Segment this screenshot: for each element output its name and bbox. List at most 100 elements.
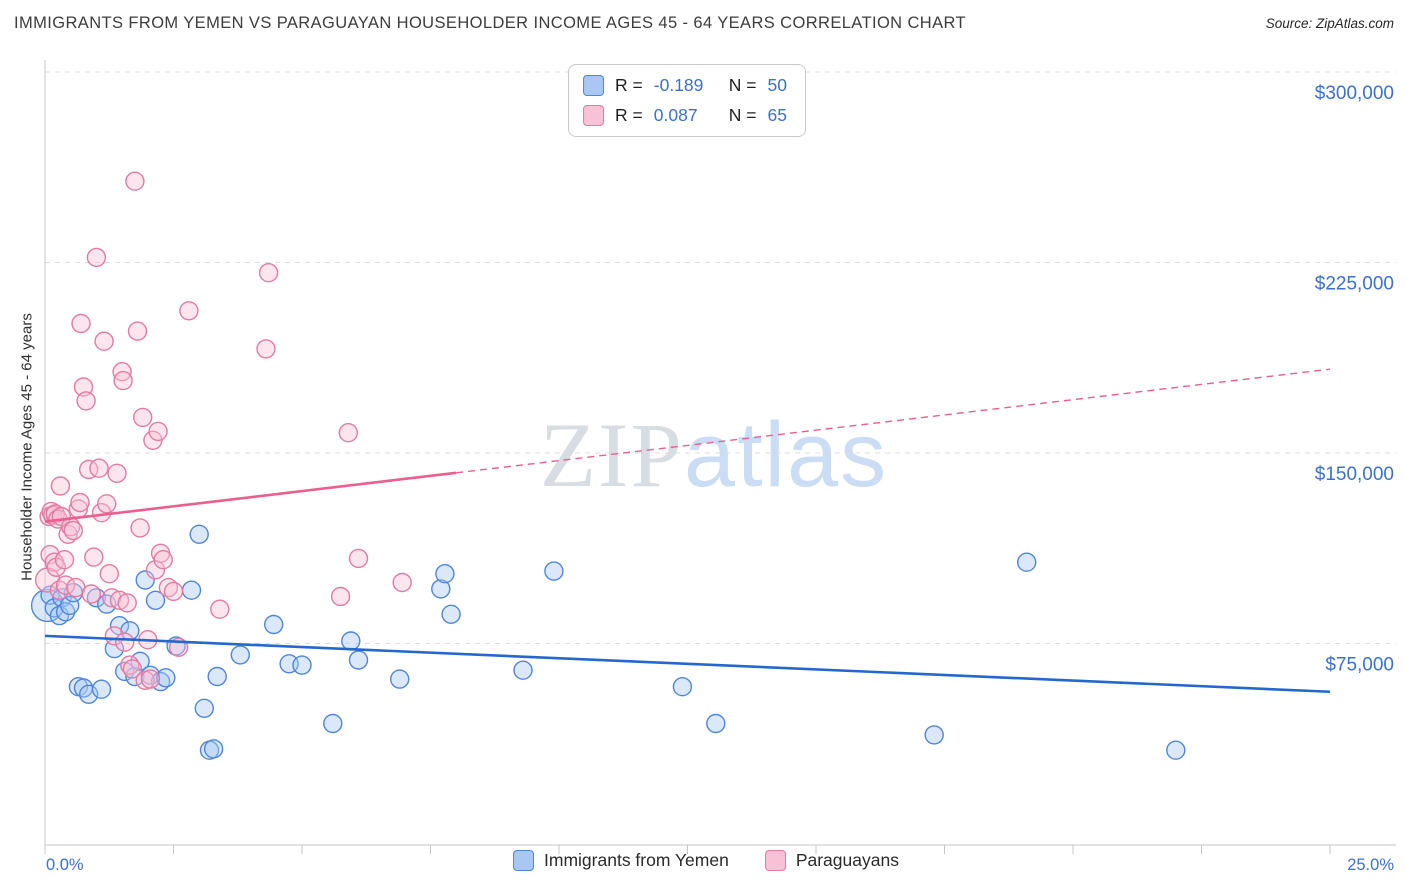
page-title: IMMIGRANTS FROM YEMEN VS PARAGUAYAN HOUS… bbox=[14, 14, 967, 32]
legend-label-yemen: Immigrants from Yemen bbox=[544, 850, 729, 870]
n-label: N = bbox=[728, 75, 757, 95]
scatter-point-paraguayan bbox=[99, 564, 120, 584]
trend-line-extrapolated-paraguayan bbox=[456, 368, 1331, 474]
scatter-point-yemen bbox=[390, 669, 410, 689]
scatter-point-yemen bbox=[207, 666, 227, 687]
scatter-point-yemen bbox=[59, 595, 80, 616]
scatter-point-yemen bbox=[114, 661, 135, 682]
scatter-point-paraguayan bbox=[114, 632, 135, 652]
scatter-point-yemen bbox=[706, 713, 726, 734]
scatter-point-paraguayan bbox=[81, 584, 102, 604]
r-label: R = bbox=[615, 75, 643, 95]
scatter-point-paraguayan bbox=[70, 492, 90, 513]
scatter-point-yemen bbox=[323, 713, 343, 734]
scatter-point-yemen bbox=[203, 739, 224, 759]
scatter-point-yemen bbox=[91, 679, 112, 699]
y-tick-label: $300,000 bbox=[1315, 83, 1394, 104]
y-tick-label: $75,000 bbox=[1325, 655, 1394, 676]
scatter-point-yemen bbox=[924, 725, 944, 745]
scatter-point-paraguayan bbox=[210, 599, 230, 619]
scatter-point-paraguayan bbox=[86, 247, 107, 268]
scatter-point-paraguayan bbox=[78, 459, 99, 480]
scatter-point-paraguayan bbox=[96, 494, 117, 514]
scatter-point-yemen bbox=[672, 677, 693, 697]
x-axis-max-label: 25.0% bbox=[1347, 856, 1394, 874]
scatter-point-paraguayan bbox=[127, 321, 148, 341]
legend-row-paraguayan: R = 0.087 N = 65 bbox=[583, 105, 787, 126]
x-axis-min-label: 0.0% bbox=[46, 856, 84, 874]
scatter-point-paraguayan bbox=[89, 458, 109, 478]
legend-label-paraguayan: Paraguayans bbox=[795, 850, 899, 870]
yemen-swatch-icon bbox=[513, 850, 535, 871]
scatter-point-yemen bbox=[230, 645, 251, 665]
y-axis-title: Householder Income Ages 45 - 64 years bbox=[18, 313, 36, 581]
paraguayan-swatch-icon bbox=[583, 105, 605, 126]
scatter-point-paraguayan bbox=[392, 572, 412, 593]
trend-line-paraguayan bbox=[44, 471, 457, 523]
scatter-point-paraguayan bbox=[258, 263, 279, 283]
scatter-point-paraguayan bbox=[50, 476, 71, 496]
scatter-point-paraguayan bbox=[117, 593, 137, 613]
scatter-point-paraguayan bbox=[256, 339, 276, 359]
scatter-point-yemen bbox=[181, 580, 202, 600]
scatter-point-yemen bbox=[544, 561, 564, 581]
correlation-legend-box: R = -0.189 N = 50 R = 0.087 N = 65 bbox=[568, 64, 806, 137]
trend-line-yemen bbox=[44, 634, 1331, 694]
scatter-point-paraguayan bbox=[330, 586, 351, 607]
scatter-point-yemen bbox=[135, 570, 155, 590]
scatter-point-yemen bbox=[431, 579, 451, 599]
scatter-point-paraguayan bbox=[94, 331, 114, 351]
scatter-point-paraguayan bbox=[148, 421, 168, 442]
legend-row-yemen: R = -0.189 N = 50 bbox=[583, 75, 787, 96]
scatter-point-paraguayan bbox=[63, 520, 84, 541]
scatter-point-yemen bbox=[513, 660, 533, 680]
scatter-point-yemen bbox=[40, 585, 60, 605]
scatter-point-yemen bbox=[156, 668, 176, 688]
r-label: R = bbox=[615, 105, 643, 125]
scatter-point-paraguayan bbox=[54, 550, 75, 570]
watermark: ZIPatlas bbox=[540, 402, 888, 508]
scatter-point-yemen bbox=[292, 655, 312, 675]
scatter-point-yemen bbox=[1016, 552, 1037, 572]
scatter-point-yemen bbox=[125, 666, 145, 687]
scatter-point-paraguayan bbox=[153, 550, 173, 570]
scatter-point-yemen bbox=[435, 564, 455, 584]
scatter-point-paraguayan bbox=[132, 407, 153, 428]
scatter-point-paraguayan bbox=[109, 590, 130, 610]
scatter-point-paraguayan bbox=[179, 301, 199, 321]
watermark-atlas: atlas bbox=[683, 404, 889, 506]
legend-item-yemen: Immigrants from Yemen bbox=[513, 850, 729, 871]
scatter-point-yemen bbox=[341, 631, 361, 651]
scatter-point-paraguayan bbox=[104, 626, 125, 646]
y-tick-label: $150,000 bbox=[1315, 464, 1394, 485]
scatter-point-paraguayan bbox=[71, 313, 91, 334]
yemen-swatch-icon bbox=[583, 75, 605, 96]
source-label: Source: ZipAtlas.com bbox=[1265, 16, 1394, 31]
watermark-zip: ZIP bbox=[540, 404, 684, 506]
scatter-point-yemen bbox=[189, 524, 209, 544]
r-value-yemen: -0.189 bbox=[653, 75, 704, 95]
n-value-paraguayan: 65 bbox=[767, 105, 787, 125]
scatter-point-paraguayan bbox=[130, 518, 150, 538]
scatter-point-paraguayan bbox=[338, 423, 358, 443]
scatter-point-yemen bbox=[130, 651, 150, 671]
scatter-point-paraguayan bbox=[122, 659, 143, 679]
series-legend: Immigrants from Yemen Paraguayans bbox=[513, 850, 899, 871]
scatter-point-yemen bbox=[1166, 740, 1186, 760]
scatter-point-paraguayan bbox=[107, 463, 127, 483]
scatter-point-yemen bbox=[145, 590, 166, 610]
scatter-point-paraguayan bbox=[163, 581, 184, 602]
scatter-point-paraguayan bbox=[49, 580, 70, 600]
scatter-point-paraguayan bbox=[348, 548, 369, 569]
scatter-point-paraguayan bbox=[125, 171, 145, 191]
n-label: N = bbox=[728, 105, 757, 125]
legend-item-paraguayan: Paraguayans bbox=[764, 850, 899, 871]
scatter-point-yemen bbox=[348, 650, 369, 670]
r-value-paraguayan: 0.087 bbox=[653, 105, 698, 125]
scatter-point-yemen bbox=[441, 604, 461, 624]
scatter-point-paraguayan bbox=[102, 588, 122, 608]
scatter-point-paraguayan bbox=[113, 370, 133, 391]
scatter-point-yemen bbox=[194, 698, 215, 718]
